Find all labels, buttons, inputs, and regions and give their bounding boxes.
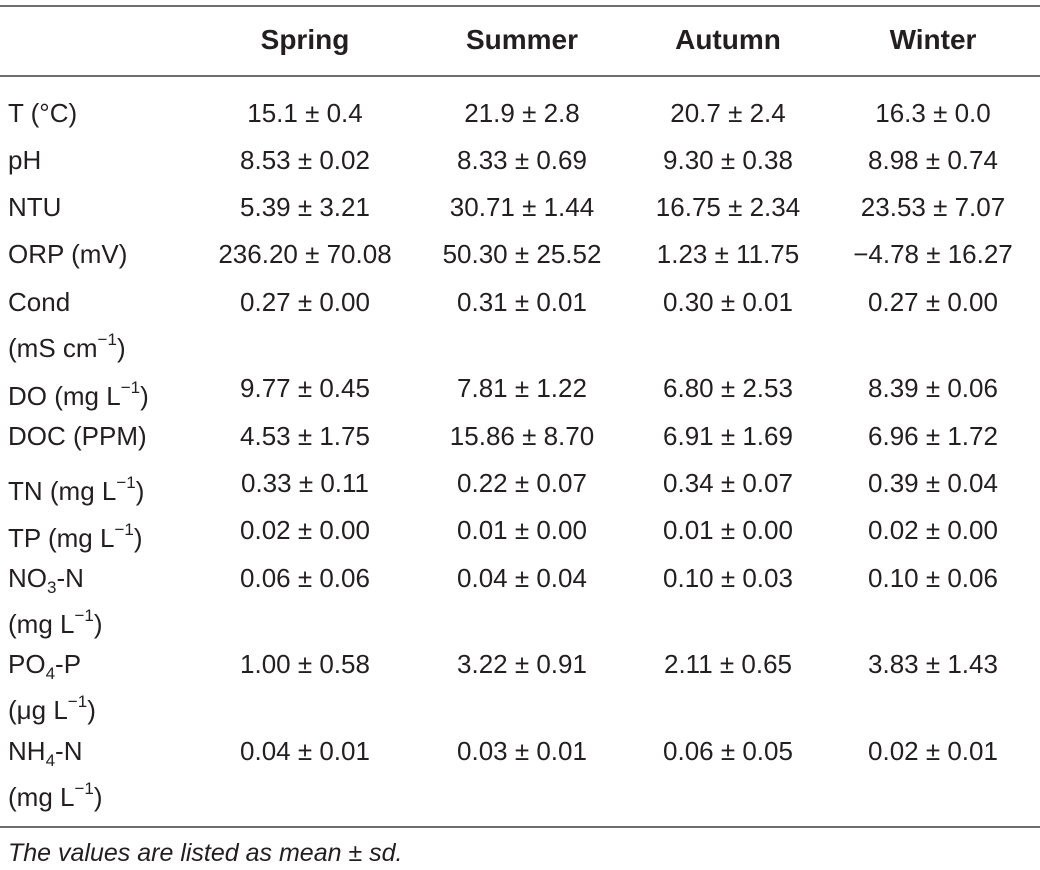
cell-winter: 23.53 ± 7.07 bbox=[860, 192, 1006, 222]
cell-spring: 0.02 ± 0.00 bbox=[240, 515, 370, 545]
row-label: TN (mg L−1) bbox=[8, 473, 145, 506]
cell-summer: 0.01 ± 0.00 bbox=[457, 515, 587, 545]
cell-summer: 0.04 ± 0.04 bbox=[457, 563, 587, 593]
row-label-unit: (mg L−1) bbox=[8, 606, 103, 639]
header-spring: Spring bbox=[260, 24, 350, 55]
cell-summer: 15.86 ± 8.70 bbox=[449, 421, 595, 451]
cell-spring: 15.1 ± 0.4 bbox=[247, 98, 363, 128]
row-label: ORP (mV) bbox=[8, 239, 128, 269]
cell-spring: 0.27 ± 0.00 bbox=[240, 287, 370, 317]
cell-winter: 8.39 ± 0.06 bbox=[868, 373, 998, 403]
cell-winter: 6.96 ± 1.72 bbox=[868, 421, 998, 451]
table-footnote: The values are listed as mean ± sd. bbox=[8, 839, 403, 867]
cell-spring: 0.04 ± 0.01 bbox=[240, 736, 370, 766]
cell-spring: 236.20 ± 70.08 bbox=[218, 239, 392, 269]
row-label-unit: (μg L−1) bbox=[8, 692, 96, 725]
cell-winter: 8.98 ± 0.74 bbox=[868, 145, 998, 175]
cell-autumn: 6.80 ± 2.53 bbox=[663, 373, 793, 403]
cell-spring: 0.06 ± 0.06 bbox=[240, 563, 370, 593]
row-label: pH bbox=[8, 145, 42, 175]
cell-autumn: 0.01 ± 0.00 bbox=[663, 515, 793, 545]
cell-autumn: 16.75 ± 2.34 bbox=[655, 192, 801, 222]
cell-winter: 0.02 ± 0.01 bbox=[868, 736, 998, 766]
cell-summer: 50.30 ± 25.52 bbox=[442, 239, 602, 269]
row-label-unit: (mS cm−1) bbox=[8, 330, 126, 363]
cell-spring: 9.77 ± 0.45 bbox=[240, 373, 370, 403]
row-label: TP (mg L−1) bbox=[8, 520, 143, 553]
cell-winter: 3.83 ± 1.43 bbox=[868, 649, 998, 679]
row-label: DO (mg L−1) bbox=[8, 378, 149, 411]
row-label: PO4-P bbox=[8, 649, 82, 683]
cell-winter: 0.39 ± 0.04 bbox=[868, 468, 998, 498]
row-label: NO3-N bbox=[8, 563, 84, 597]
header-winter: Winter bbox=[889, 24, 977, 55]
cell-summer: 21.9 ± 2.8 bbox=[464, 98, 580, 128]
cell-spring: 1.00 ± 0.58 bbox=[240, 649, 370, 679]
row-label-unit: (mg L−1) bbox=[8, 779, 103, 812]
cell-spring: 0.33 ± 0.11 bbox=[241, 468, 369, 498]
cell-spring: 8.53 ± 0.02 bbox=[240, 145, 370, 175]
cell-winter: 0.02 ± 0.00 bbox=[868, 515, 998, 545]
cell-autumn: 9.30 ± 0.38 bbox=[663, 145, 793, 175]
cell-winter: 16.3 ± 0.0 bbox=[875, 98, 991, 128]
header-row: Spring Summer Autumn Winter bbox=[0, 0, 1040, 80]
cell-summer: 3.22 ± 0.91 bbox=[457, 649, 587, 679]
cell-autumn: 20.7 ± 2.4 bbox=[670, 98, 786, 128]
cell-autumn: 0.30 ± 0.01 bbox=[663, 287, 793, 317]
bottom-rule bbox=[0, 826, 1040, 828]
header-summer: Summer bbox=[465, 24, 579, 55]
header-autumn: Autumn bbox=[675, 24, 781, 55]
cell-autumn: 2.11 ± 0.65 bbox=[664, 649, 792, 679]
cell-autumn: 0.10 ± 0.03 bbox=[663, 563, 793, 593]
cell-summer: 30.71 ± 1.44 bbox=[449, 192, 595, 222]
cell-summer: 0.22 ± 0.07 bbox=[457, 468, 587, 498]
row-label: Cond bbox=[8, 287, 71, 317]
cell-autumn: 1.23 ± 11.75 bbox=[656, 239, 800, 269]
row-label: NTU bbox=[8, 192, 62, 222]
cell-summer: 0.31 ± 0.01 bbox=[457, 287, 587, 317]
row-label: DOC (PPM) bbox=[8, 421, 147, 451]
cell-summer: 0.03 ± 0.01 bbox=[457, 736, 587, 766]
cell-winter: 0.27 ± 0.00 bbox=[868, 287, 998, 317]
row-label: T (°C) bbox=[8, 98, 78, 128]
cell-spring: 4.53 ± 1.75 bbox=[240, 421, 370, 451]
header-rule bbox=[0, 75, 1040, 77]
cell-spring: 5.39 ± 3.21 bbox=[240, 192, 370, 222]
cell-winter: −4.78 ± 16.27 bbox=[853, 239, 1013, 269]
cell-winter: 0.10 ± 0.06 bbox=[868, 563, 998, 593]
cell-summer: 8.33 ± 0.69 bbox=[457, 145, 587, 175]
cell-autumn: 0.06 ± 0.05 bbox=[663, 736, 793, 766]
cell-summer: 7.81 ± 1.22 bbox=[457, 373, 587, 403]
cell-autumn: 0.34 ± 0.07 bbox=[663, 468, 793, 498]
row-label: NH4-N bbox=[8, 736, 83, 770]
top-rule bbox=[0, 5, 1040, 7]
cell-autumn: 6.91 ± 1.69 bbox=[663, 421, 793, 451]
